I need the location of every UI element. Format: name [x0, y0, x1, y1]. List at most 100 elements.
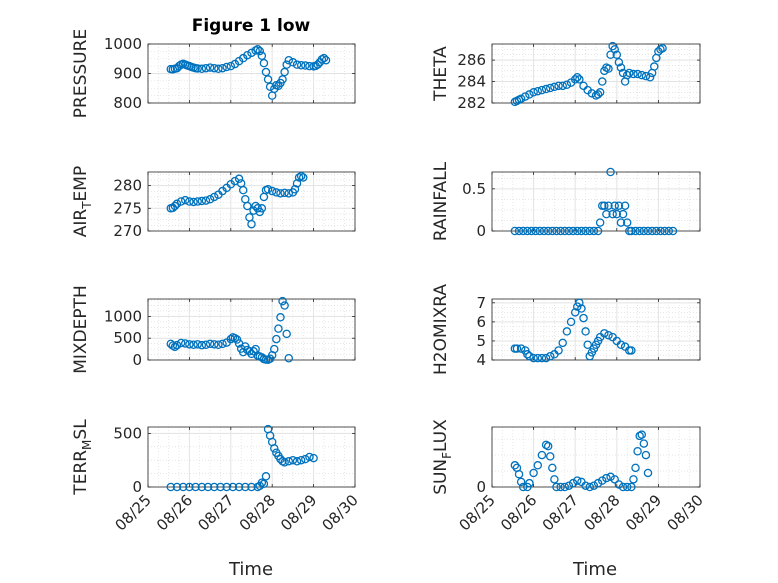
data-point: [620, 201, 630, 210]
data-point: [631, 463, 640, 473]
data-point: [512, 344, 522, 353]
data-point: [629, 475, 638, 484]
data-point: [263, 75, 273, 84]
data-point: [635, 431, 644, 441]
data-point: [652, 226, 661, 236]
y-axis-label: SUNFLUX: [431, 419, 454, 495]
data-point: [573, 73, 582, 82]
data-point: [170, 201, 180, 211]
data-point: [288, 58, 298, 67]
axes-box: [491, 171, 701, 232]
data-point: [234, 482, 244, 492]
data-point: [181, 339, 190, 348]
data-point: [514, 226, 524, 236]
data-point: [550, 82, 559, 92]
data-point: [282, 329, 291, 339]
data-point: [218, 339, 227, 349]
data-point: [600, 201, 609, 210]
data-point: [602, 209, 611, 219]
data-point: [600, 329, 609, 338]
data-point: [276, 189, 285, 198]
data-point: [247, 48, 256, 58]
y-tick-label: 900: [113, 65, 142, 83]
x-tick-label: 08/27: [539, 491, 582, 534]
data-point: [635, 226, 644, 236]
data-point: [209, 340, 219, 349]
data-point: [525, 478, 534, 488]
data-point: [205, 339, 215, 349]
data-point: [631, 226, 640, 236]
y-axis-label: PRESSURE: [71, 29, 91, 118]
axes-box: [491, 43, 701, 104]
data-point: [585, 482, 595, 492]
data-point: [610, 45, 619, 54]
data-point: [191, 482, 200, 492]
y-tick-label: 275: [113, 199, 142, 217]
data-point: [548, 226, 557, 236]
data-point: [516, 477, 526, 487]
data-point: [564, 226, 574, 236]
data-point: [593, 478, 603, 488]
data-point: [518, 226, 528, 236]
data-point: [185, 482, 194, 492]
data-point: [577, 304, 586, 313]
x-tick-label: 08/25: [112, 491, 155, 534]
x-tick-label: 08/28: [580, 491, 623, 534]
data-point: [209, 482, 219, 492]
data-point: [510, 226, 520, 236]
data-point: [618, 482, 628, 492]
x-tick-label: 08/26: [497, 491, 540, 534]
x-tick-label: 08/28: [236, 491, 279, 534]
figure-title: Figure 1 low: [192, 16, 311, 36]
data-point: [564, 481, 574, 490]
y-tick-label: 7: [476, 294, 486, 312]
data-point: [570, 75, 580, 84]
data-point: [537, 85, 547, 95]
data-point: [629, 69, 638, 79]
data-point: [201, 63, 211, 73]
data-point: [535, 226, 545, 236]
data-point: [294, 173, 304, 182]
data-point: [521, 92, 530, 101]
axes-box: [147, 298, 356, 361]
y-tick-label: 6: [476, 313, 486, 331]
axes-box: [147, 426, 356, 488]
data-point: [247, 482, 256, 492]
y-tick-label: 0: [476, 478, 486, 496]
data-point: [259, 479, 269, 489]
data-point: [647, 226, 657, 236]
data-point: [562, 80, 572, 90]
data-point: [193, 64, 202, 73]
y-tick-label: 282: [457, 94, 486, 112]
data-point: [201, 340, 211, 349]
data-point: [205, 63, 215, 72]
data-point: [166, 482, 176, 492]
data-point: [241, 482, 250, 492]
data-point: [541, 353, 551, 363]
data-point: [541, 440, 551, 450]
x-tick-label: 08/29: [277, 491, 320, 534]
data-point: [560, 226, 570, 236]
data-point: [197, 482, 207, 492]
y-tick-label: 5: [476, 332, 486, 350]
data-point: [241, 194, 250, 204]
x-tick-label: 08/29: [622, 491, 665, 534]
data-point: [660, 226, 669, 236]
data-point: [259, 58, 269, 68]
data-point: [257, 204, 267, 213]
data-point: [664, 226, 674, 236]
data-point: [280, 301, 289, 310]
data-point: [531, 226, 540, 236]
data-point: [614, 480, 624, 489]
data-point: [618, 68, 628, 78]
data-point: [622, 482, 632, 492]
data-point: [543, 441, 553, 451]
data-point: [247, 219, 256, 229]
data-point: [612, 209, 622, 219]
x-tick-label: 08/30: [664, 491, 707, 534]
data-point: [189, 197, 198, 207]
data-point: [309, 453, 318, 463]
data-point: [533, 353, 543, 363]
data-point: [296, 455, 306, 465]
